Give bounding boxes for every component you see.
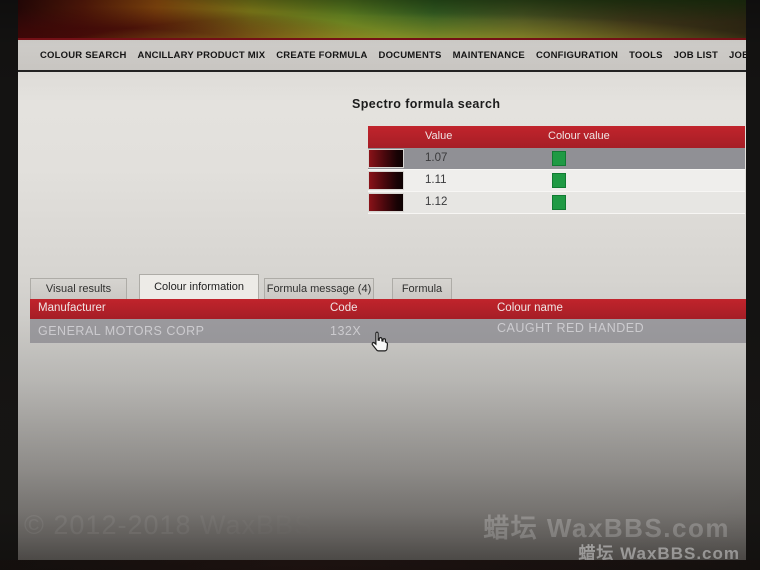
colour-name-cell: CAUGHT RED HANDED: [497, 321, 645, 335]
manufacturer-cell: GENERAL MOTORS CORP: [38, 324, 205, 338]
menu-item-maintenance[interactable]: MAINTENANCE: [452, 49, 525, 61]
value-cell: 1.07: [425, 152, 448, 164]
menu-item-colour-search[interactable]: COLOUR SEARCH: [40, 49, 127, 61]
page-title: Spectro formula search: [352, 97, 501, 111]
waxbbs-watermark-small: 蜡坛 WaxBBS.com: [578, 544, 740, 560]
column-header-colour-name: Colour name: [497, 302, 563, 314]
results-table-header: Manufacturer Code Colour name: [30, 299, 746, 319]
table-row[interactable]: 1.12: [368, 192, 745, 214]
spectro-table-header: Value Colour value: [368, 126, 745, 148]
colour-swatch: [368, 149, 404, 168]
application-window: COLOUR SEARCH ANCILLARY PRODUCT MIX CREA…: [18, 0, 746, 560]
tab-formula[interactable]: Formula: [392, 278, 452, 299]
banner-divider: [18, 38, 746, 40]
table-row[interactable]: GENERAL MOTORS CORP 132X CAUGHT RED HAND…: [30, 319, 746, 344]
value-cell: 1.11: [425, 174, 447, 186]
colour-swatch: [368, 193, 404, 212]
hand-cursor-icon: [371, 331, 389, 352]
tab-colour-information[interactable]: Colour information: [139, 274, 259, 299]
colour-information-table: Manufacturer Code Colour name GENERAL MO…: [30, 299, 746, 344]
table-row[interactable]: 1.11: [368, 170, 745, 192]
table-row[interactable]: 1.07: [368, 148, 745, 170]
column-header-manufacturer: Manufacturer: [38, 302, 106, 314]
colour-waves-banner: [18, 0, 746, 38]
menu-item-create-formula[interactable]: CREATE FORMULA: [276, 49, 368, 61]
menu-item-job-list[interactable]: JOB LIST: [673, 49, 719, 61]
menu-divider: [18, 70, 746, 72]
tab-visual-results[interactable]: Visual results: [30, 278, 127, 299]
value-cell: 1.12: [425, 196, 448, 208]
colour-swatch: [368, 171, 404, 190]
colour-value-swatch: [552, 151, 566, 166]
menu-item-configuration[interactable]: CONFIGURATION: [535, 49, 619, 61]
monitor-bezel: [0, 560, 760, 570]
content-area: Spectro formula search Value Colour valu…: [18, 72, 746, 560]
main-menu-bar: COLOUR SEARCH ANCILLARY PRODUCT MIX CREA…: [18, 40, 746, 70]
menu-item-tools[interactable]: TOOLS: [629, 49, 663, 61]
menu-item-job-history[interactable]: JOB HISTORY: [729, 49, 746, 61]
colour-value-swatch: [552, 173, 566, 188]
tab-formula-message[interactable]: Formula message (4): [264, 278, 374, 299]
colour-value-swatch: [552, 195, 566, 210]
column-header-colour-value: Colour value: [548, 130, 610, 142]
menu-item-documents[interactable]: DOCUMENTS: [378, 49, 442, 61]
menu-item-ancillary-product-mix[interactable]: ANCILLARY PRODUCT MIX: [137, 49, 266, 61]
column-header-value: Value: [425, 130, 453, 142]
spectro-results-table: Value Colour value 1.07 1.11 1.12: [368, 126, 745, 214]
copyright-watermark: © 2012-2018 WaxBBS.com: [24, 510, 376, 540]
code-cell: 132X: [330, 324, 362, 338]
column-header-code: Code: [330, 302, 358, 314]
waxbbs-watermark-large: 蜡坛 WaxBBS.com: [483, 513, 730, 543]
